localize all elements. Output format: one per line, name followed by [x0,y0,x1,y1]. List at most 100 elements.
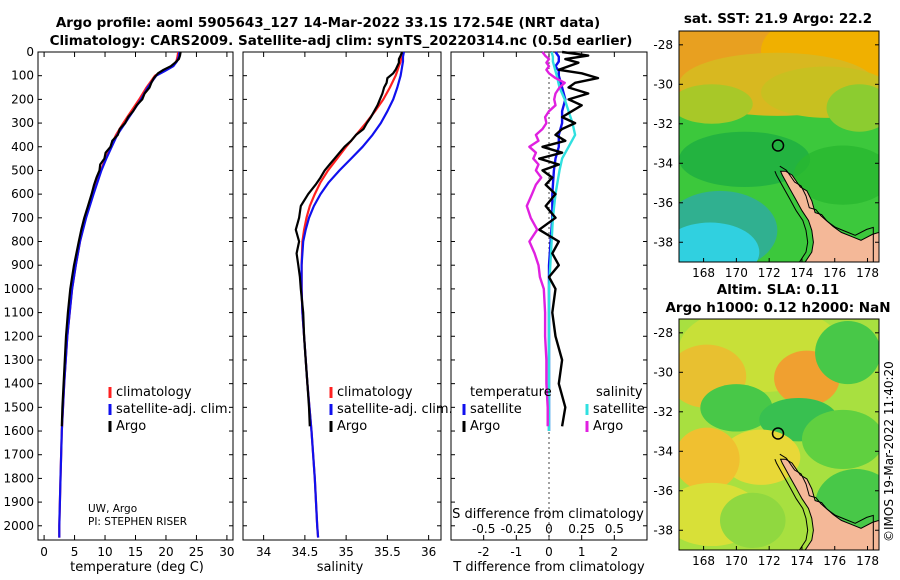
y-tick-label: 1900 [3,495,34,509]
sst_map-blob [679,222,760,262]
x-tick-label: 15 [128,545,143,559]
difference-xlabel: T difference from climatology [452,560,645,575]
map-y-tick-label: -38 [653,523,673,537]
sst_map-isobath [774,165,874,262]
sla_map-blob [815,320,879,385]
y-tick-label: 1600 [3,424,34,438]
map-x-tick-label: 172 [758,554,781,568]
x-tick-label: 20 [158,545,173,559]
title-line-2: Climatology: CARS2009. Satellite-adj cli… [50,33,633,49]
y-tick-label: 1700 [3,448,34,462]
x-tick-label: 35.5 [374,545,401,559]
map-x-tick-label: 172 [758,266,781,280]
y-tick-label: 800 [11,235,34,249]
salinity-frame [242,51,442,541]
y-tick-label: 400 [11,140,34,154]
temperature-xlabel: temperature (deg C) [70,560,204,575]
y-tick-label: 1000 [3,282,34,296]
x-tick-label: 34 [256,545,271,559]
map-y-tick-label: -32 [653,117,673,131]
title-line-1: Argo profile: aoml 5905643_127 14-Mar-20… [56,15,600,31]
legend-s-title: salinity [596,385,643,400]
x-tick-label: 36 [421,545,436,559]
legend-label: Argo [337,419,367,434]
legend-label: satellite-adj. clim. [337,402,453,417]
x-tick-label: 0 [40,545,48,559]
sst_map-blob [793,145,879,205]
y-tick-label: 500 [11,163,34,177]
x-tick-label: -2 [478,545,490,559]
s-tick-label: 0.25 [568,522,595,536]
sst_map-blob [679,84,753,124]
s-tick-label: -0.25 [501,522,532,536]
t-argo-diff-line [538,50,600,427]
sst_map-blob [826,84,879,132]
legend-label: climatology [337,385,413,400]
salinity-xlabel: salinity [317,560,364,575]
map-y-tick-label: -32 [653,405,673,419]
sst_map-frame [678,30,880,263]
legend-label: satellite [470,402,522,417]
legend-label: Argo [593,419,623,434]
legend-t-title: temperature [470,385,552,400]
map-x-tick-label: 176 [823,554,846,568]
x-tick-label: -1 [510,545,522,559]
map-y-tick-label: -36 [653,196,673,210]
map-y-tick-label: -34 [653,156,673,170]
y-tick-label: 900 [11,258,34,272]
legend-label: Argo [470,419,500,434]
temperature-argo-line [60,51,182,427]
map-x-tick-label: 170 [725,266,748,280]
y-tick-label: 1500 [3,400,34,414]
map-x-tick-label: 168 [692,266,715,280]
sla_map-isobath [774,453,874,550]
x-tick-label: 30 [219,545,234,559]
y-tick-label: 300 [11,116,34,130]
temperature-frame [37,51,234,541]
sla_map-frame [678,318,880,551]
y-tick-label: 1800 [3,471,34,485]
y-tick-label: 2000 [3,519,34,533]
map-x-tick-label: 178 [856,554,879,568]
sla_map-float-marker [771,427,785,440]
sla_map-blob [679,427,740,491]
copyright-text: ©IMOS 19-Mar-2022 11:40:20 [882,361,896,542]
salinity-panel: 34 34.5 35 35.5 36 climatology satellite-adj. … [242,51,453,559]
x-tick-label: 0 [545,545,553,559]
sla-map-subtitle: Argo h1000: 0.12 h2000: NaN [665,300,890,316]
map-y-tick-label: -34 [653,444,673,458]
x-tick-label: 10 [97,545,112,559]
sst-map-panel: 168 170 172 174 176 178 -28 -30 -32 -34 -36 -38 [653,30,880,280]
y-tick-label: 1300 [3,353,34,367]
map-x-tick-label: 174 [790,554,813,568]
x-tick-label: 5 [71,545,79,559]
sla_map-blob [700,384,773,432]
y-tick-label: 700 [11,211,34,225]
y-tick-label: 0 [26,45,34,59]
temperature-panel: 0 5 10 15 20 25 300100200300400500600700800900… [3,45,234,559]
map-x-tick-label: 170 [725,554,748,568]
s-tick-label: -0.5 [472,522,495,536]
map-y-tick-label: -38 [653,235,673,249]
sst_map-blob [679,131,811,187]
sst_map-float-marker [771,139,785,152]
sst-map-title: sat. SST: 21.9 Argo: 22.2 [684,11,872,27]
s-argo-diff-line [525,51,566,427]
x-tick-label: 2 [611,545,619,559]
map-x-tick-label: 174 [790,266,813,280]
map-y-tick-label: -30 [653,365,673,379]
map-y-tick-label: -30 [653,77,673,91]
sla-map-title: Altim. SLA: 0.11 [717,282,839,298]
salinity-argo-line [294,51,404,427]
y-tick-label: 1200 [3,329,34,343]
map-y-tick-label: -28 [653,326,673,340]
x-tick-label: 25 [189,545,204,559]
map-x-tick-label: 168 [692,554,715,568]
map-x-tick-label: 176 [823,266,846,280]
sla-map-panel: 168 170 172 174 176 178 -28 -30 -32 -34 -36 -38 [653,318,880,568]
legend-label: satellite-adj. clim. [116,402,232,417]
y-tick-label: 600 [11,187,34,201]
map-y-tick-label: -36 [653,484,673,498]
annotation-line-2: PI: STEPHEN RISER [88,516,187,528]
